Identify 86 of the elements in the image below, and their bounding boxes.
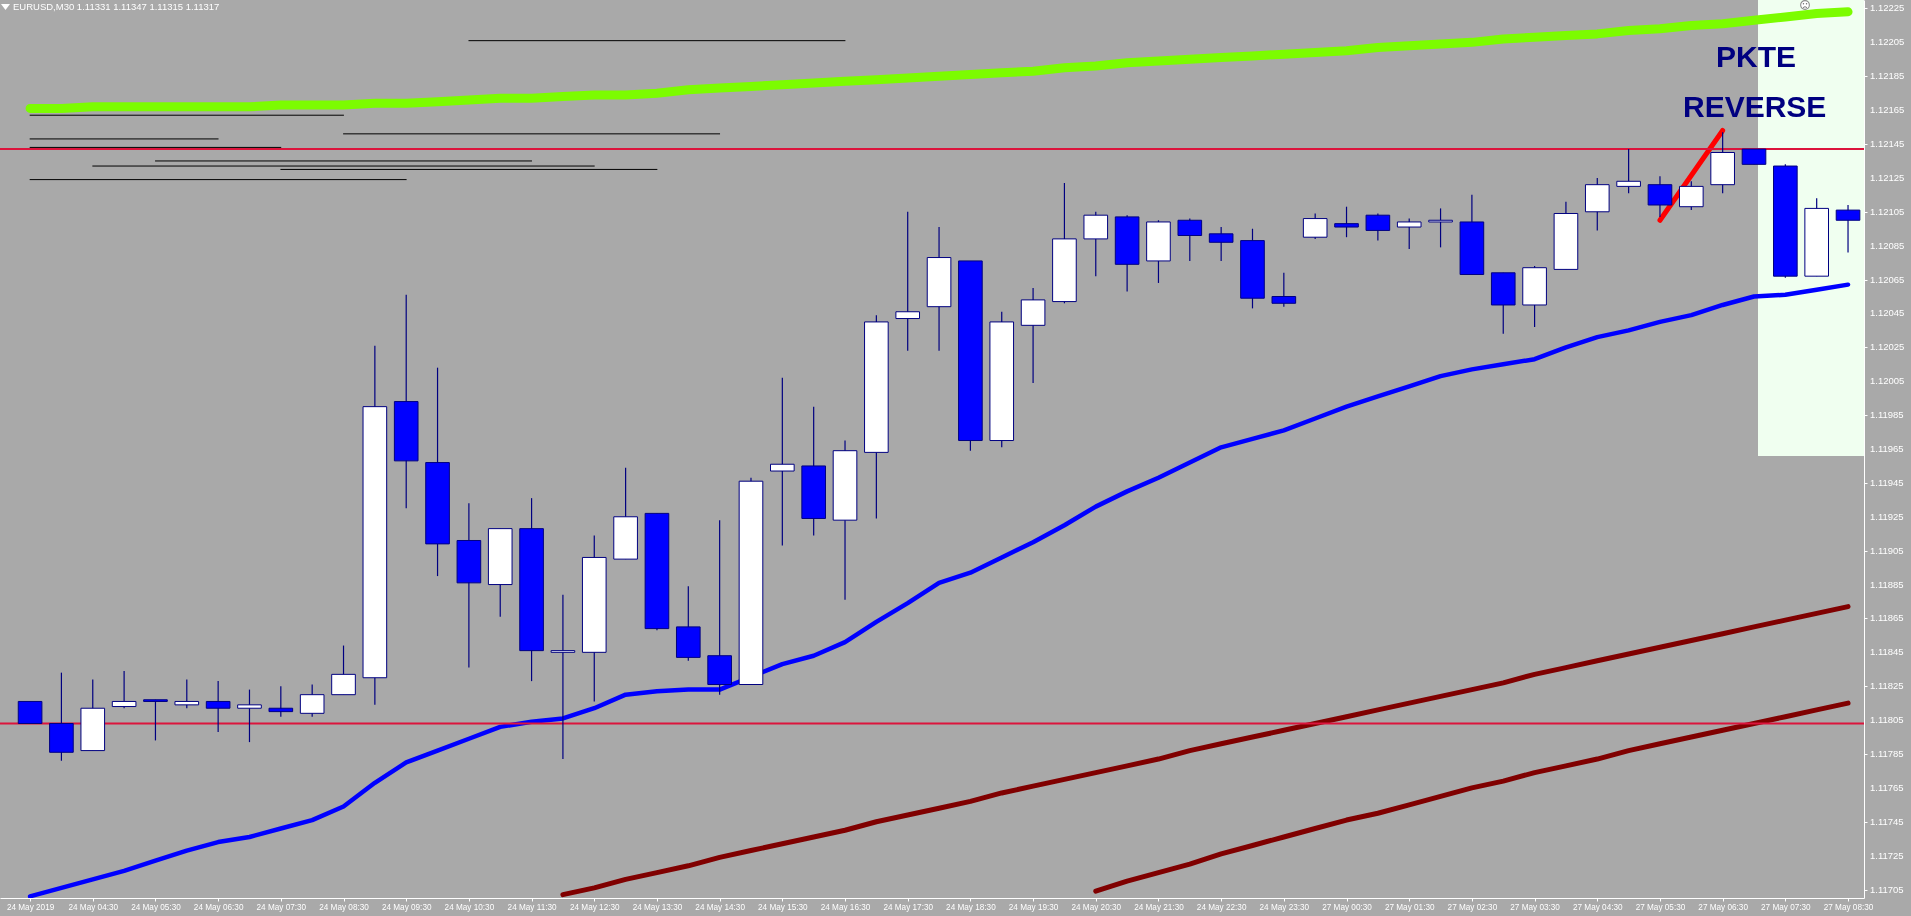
x-tick-label: 24 May 22:30 <box>1196 902 1247 912</box>
x-tick-label: 24 May 08:30 <box>319 902 370 912</box>
x-tick-label: 24 May 16:30 <box>820 902 871 912</box>
y-tick-label: 1.12005 <box>1870 375 1905 387</box>
x-tick-label: 27 May 08:30 <box>1823 902 1874 912</box>
y-tick-label: 1.11725 <box>1870 849 1904 861</box>
candlestick <box>331 644 356 696</box>
candlestick <box>1365 212 1391 242</box>
line-series <box>27 282 1851 898</box>
y-tick-label: 1.12125 <box>1870 171 1905 183</box>
y-tick-label: 1.11885 <box>1870 578 1904 590</box>
y-tick-label: 1.11765 <box>1870 781 1904 793</box>
candlestick <box>1835 204 1861 254</box>
x-tick-label: 24 May 2019 <box>6 902 55 912</box>
y-tick-label: 1.12165 <box>1870 104 1905 116</box>
candlestick <box>1396 217 1422 250</box>
y-tick-label: 1.11945 <box>1870 476 1904 488</box>
x-tick-label: 27 May 06:30 <box>1698 902 1749 912</box>
y-tick-label: 1.11985 <box>1870 409 1904 421</box>
y-tick-label: 1.12205 <box>1870 36 1905 48</box>
candlestick <box>174 678 200 709</box>
candlestick <box>1083 211 1109 277</box>
x-tick-label: 24 May 13:30 <box>632 902 683 912</box>
x-tick-label: 27 May 04:30 <box>1572 902 1624 912</box>
x-tick-label: 24 May 09:30 <box>381 902 432 912</box>
y-tick-label: 1.11865 <box>1870 612 1904 624</box>
x-tick-label: 27 May 00:30 <box>1322 902 1373 912</box>
x-tick-label: 27 May 03:30 <box>1510 902 1561 912</box>
candlestick <box>1334 206 1359 238</box>
x-tick-label: 24 May 15:30 <box>758 902 809 912</box>
candlestick <box>1428 207 1453 248</box>
chart-title: EURUSD,M30 1.11331 1.11347 1.11315 1.11317 <box>13 1 220 13</box>
candlestick <box>770 377 795 547</box>
y-tick-label: 1.11845 <box>1870 646 1904 658</box>
x-tick-label: 24 May 10:30 <box>444 902 495 912</box>
candlestick <box>1177 217 1203 262</box>
candlestick <box>143 699 168 742</box>
x-tick-label: 24 May 05:30 <box>131 902 182 912</box>
x-tick-label: 27 May 07:30 <box>1761 902 1812 912</box>
x-tick-label: 24 May 06:30 <box>193 902 244 912</box>
annotation: PKTE <box>1716 40 1797 73</box>
x-tick-label: 24 May 19:30 <box>1008 902 1059 912</box>
x-tick-label: 24 May 14:30 <box>695 902 746 912</box>
y-tick-label: 1.12145 <box>1870 138 1905 150</box>
x-tick-label: 24 May 07:30 <box>256 902 307 912</box>
y-tick-label: 1.11825 <box>1870 680 1904 692</box>
candlestick <box>299 683 325 718</box>
x-tick-label: 24 May 18:30 <box>946 902 997 912</box>
candlestick <box>1678 180 1704 211</box>
x-tick-label: 27 May 05:30 <box>1635 902 1686 912</box>
candlestick <box>1616 148 1641 194</box>
y-tick-label: 1.11925 <box>1870 510 1904 522</box>
y-tick-label: 1.12185 <box>1870 70 1905 82</box>
x-tick-label: 24 May 17:30 <box>883 902 934 912</box>
x-tick-label: 24 May 04:30 <box>68 902 119 912</box>
candlestick <box>1208 226 1234 262</box>
y-tick-label: 1.12065 <box>1870 273 1905 285</box>
candlestick <box>1302 212 1328 240</box>
candlestick <box>111 670 137 709</box>
candlestick <box>1271 272 1297 308</box>
y-tick-label: 1.11805 <box>1870 714 1904 726</box>
y-tick-label: 1.11905 <box>1870 544 1904 556</box>
x-tick-label: 24 May 20:30 <box>1071 902 1122 912</box>
x-tick-label: 24 May 23:30 <box>1259 902 1310 912</box>
y-tick-label: 1.11705 <box>1870 883 1904 895</box>
candlestick <box>17 700 43 724</box>
y-tick-label: 1.12225 <box>1870 2 1905 14</box>
candlestick <box>895 211 921 352</box>
candlestick <box>237 689 262 743</box>
x-tick-label: 27 May 02:30 <box>1447 902 1498 912</box>
x-tick-label: 24 May 12:30 <box>569 902 621 912</box>
x-tick-label: 27 May 01:30 <box>1384 902 1435 912</box>
y-tick-label: 1.12045 <box>1870 307 1905 319</box>
y-tick-label: 1.12085 <box>1870 239 1905 251</box>
x-tick-label: 24 May 21:30 <box>1134 902 1185 912</box>
y-tick-label: 1.11745 <box>1870 815 1904 827</box>
y-tick-label: 1.12025 <box>1870 341 1905 353</box>
candlestick <box>550 594 576 760</box>
x-tick-label: 24 May 11:30 <box>507 902 558 912</box>
y-tick-label: 1.12105 <box>1870 205 1905 217</box>
candlestick <box>1647 175 1673 218</box>
candlestick <box>268 685 294 718</box>
y-tick-label: 1.11785 <box>1870 747 1904 759</box>
candlestick <box>205 680 231 733</box>
annotation: REVERSE <box>1683 90 1827 123</box>
y-tick-label: 1.11965 <box>1870 443 1904 454</box>
